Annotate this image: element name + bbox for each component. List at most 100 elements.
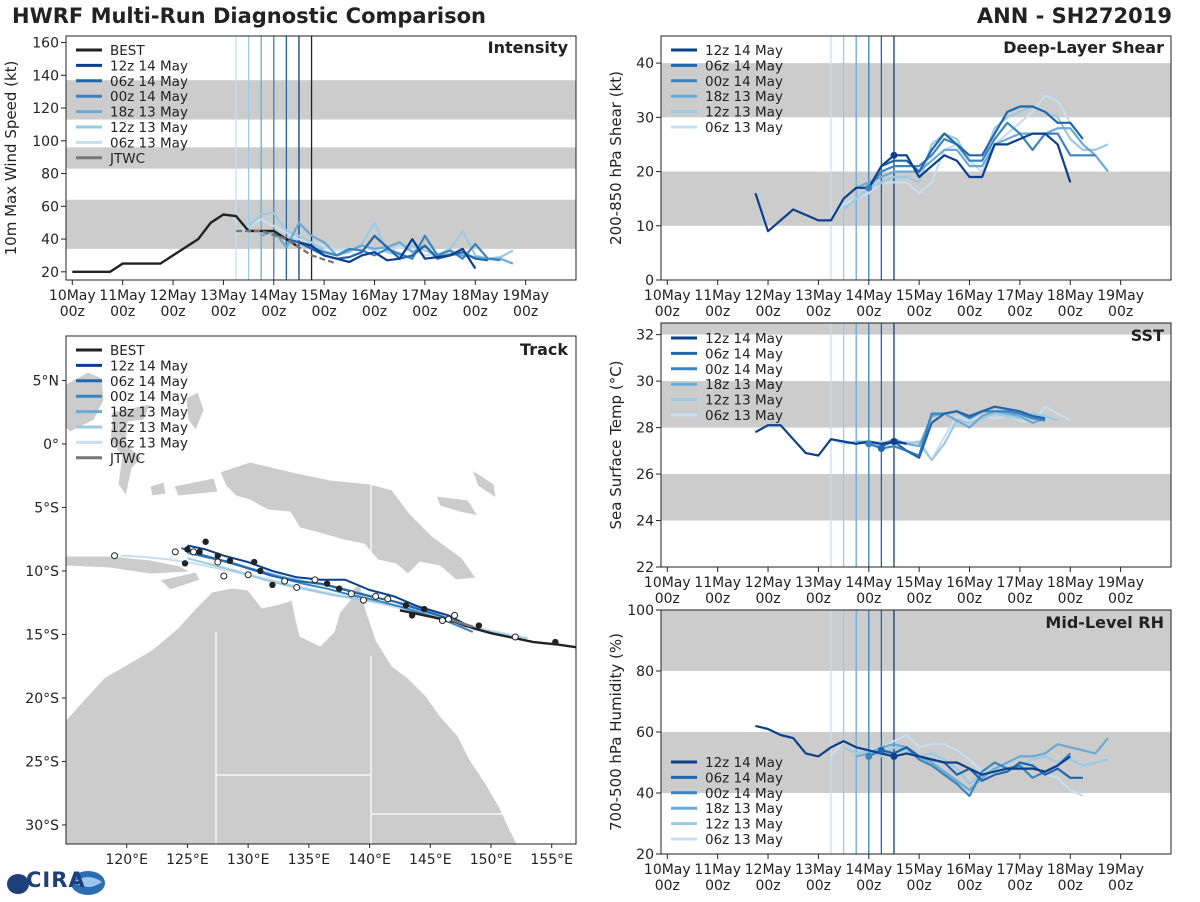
plot-frame (660, 35, 1172, 281)
threshold-band (661, 323, 1171, 335)
legend-label: JTWC (109, 151, 145, 167)
x-tick-label-date: 10May (644, 288, 691, 304)
y-tick-label: 40 (636, 56, 654, 72)
logo-circle (7, 874, 29, 894)
x-tick-label-hour: 00z (1108, 304, 1133, 320)
track-point-open (220, 572, 228, 580)
series-line-12z-14-may (754, 424, 907, 457)
cira-logo: CIRA (4, 866, 108, 898)
lon-tick-label: 140°E (348, 852, 391, 868)
storm-id: ANN - SH272019 (976, 4, 1172, 28)
x-tick-label-hour: 00z (705, 304, 730, 320)
land-seram (173, 477, 219, 497)
x-tick-label-date: 15May (301, 288, 348, 304)
x-tick-label-date: 18May (452, 288, 499, 304)
y-tick-label: 24 (636, 514, 654, 530)
land-buru (149, 481, 167, 497)
x-tick-label-hour: 00z (755, 304, 780, 320)
land-new-ireland (471, 468, 497, 500)
legend-label: 18z 13 May (705, 377, 783, 393)
legend-label: 06z 13 May (705, 408, 783, 424)
x-tick-label-date: 18May (1047, 288, 1094, 304)
track-point-filled (251, 558, 258, 566)
legend-label: 06z 14 May (110, 74, 188, 90)
init-marker (890, 438, 898, 446)
land-new-guinea (219, 461, 477, 581)
track-06z-14-may (181, 547, 468, 628)
track-point-open (214, 558, 222, 566)
series-line-12z-14-may (755, 724, 1071, 776)
y-tick-label: 40 (41, 232, 59, 248)
x-tick-label-hour: 00z (1007, 304, 1032, 320)
y-tick-label: 0 (645, 273, 654, 289)
x-tick-label-date: 16May (946, 862, 993, 878)
logo-swirl (74, 877, 102, 887)
rh-title: Mid-Level RH (1045, 613, 1164, 632)
x-tick-label-date: 10May (644, 575, 691, 591)
x-tick-label-hour: 00z (463, 304, 488, 320)
lat-tick-label: 5°N (33, 373, 59, 389)
x-tick-label-hour: 00z (655, 591, 680, 607)
init-marker (865, 752, 873, 760)
track-point-filled (421, 605, 428, 613)
lat-tick-label: 0° (43, 437, 59, 453)
x-tick-label-date: 14May (845, 575, 892, 591)
land-timor (159, 571, 201, 591)
legend-label: 00z 14 May (705, 74, 783, 90)
track-point-filled (184, 546, 191, 553)
x-tick-label-hour: 00z (60, 304, 85, 320)
land-australia (66, 583, 518, 844)
y-tick-label: 10 (636, 219, 654, 235)
y-tick-label: 32 (636, 328, 654, 344)
track-point-filled (196, 548, 203, 556)
init-marker (865, 184, 873, 192)
track-point-open (293, 583, 301, 591)
track-point-filled (402, 602, 410, 609)
track-point-filled (408, 612, 416, 619)
x-tick-label-date: 13May (795, 862, 842, 878)
legend-label: 18z 13 May (705, 801, 783, 817)
legend-label: 12z 14 May (705, 755, 783, 771)
series-line-12z-14-may (754, 132, 1072, 233)
lat-tick-label: 25°S (25, 754, 59, 770)
land-sulawesi (109, 403, 151, 498)
y-tick-label: 120 (32, 101, 59, 117)
x-tick-label-hour: 00z (513, 304, 538, 320)
track-point-open (111, 552, 119, 560)
legend-label: 06z 14 May (705, 770, 783, 786)
x-tick-label-hour: 00z (110, 304, 135, 320)
cira-logo-mark (7, 871, 105, 895)
x-tick-label-hour: 00z (806, 304, 831, 320)
x-tick-label-date: 16May (946, 288, 993, 304)
legend-label: BEST (110, 343, 145, 359)
y-tick-label: 20 (41, 265, 59, 281)
init-marker (877, 444, 885, 452)
x-tick-label-date: 12May (745, 288, 792, 304)
lat-tick-label: 10°S (25, 564, 59, 580)
x-tick-label-hour: 00z (1058, 878, 1083, 894)
x-tick-label-hour: 00z (907, 878, 932, 894)
x-tick-label-date: 19May (1097, 288, 1144, 304)
x-tick-label-hour: 00z (755, 591, 780, 607)
legend-label: 06z 13 May (705, 120, 783, 136)
x-tick-label-date: 10May (49, 288, 96, 304)
y-tick-label: 100 (627, 603, 654, 619)
land-borneo (66, 371, 105, 433)
track-point-filled (214, 552, 221, 559)
legend-label: 06z 13 May (110, 135, 188, 151)
threshold-band (661, 63, 1171, 118)
threshold-band (661, 732, 1171, 793)
lat-tick-label: 30°S (25, 818, 59, 834)
x-tick-label-hour: 00z (1007, 591, 1032, 607)
x-tick-label-hour: 00z (806, 591, 831, 607)
track-point-filled (202, 538, 209, 545)
legend-label: BEST (110, 43, 145, 59)
series-line-06z-14-may (881, 405, 1046, 459)
track-point-open (384, 595, 392, 603)
y-tick-label: 20 (636, 165, 654, 181)
x-tick-label-hour: 00z (655, 304, 680, 320)
x-tick-label-hour: 00z (1108, 591, 1133, 607)
x-tick-label-hour: 00z (907, 591, 932, 607)
